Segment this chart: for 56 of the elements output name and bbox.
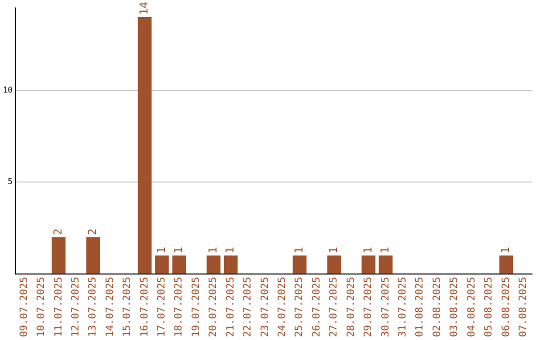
y-tick-label: 5 [8, 177, 13, 186]
x-tick-label: 24.07.2025 [277, 276, 288, 338]
x-tick-label: 02.08.2025 [432, 276, 443, 338]
bar [206, 255, 220, 274]
data-label: 1 [361, 246, 374, 254]
bar [155, 255, 169, 274]
x-tick-label: 21.07.2025 [225, 276, 236, 338]
x-tick-label: 14.07.2025 [104, 276, 116, 338]
bar [52, 237, 66, 274]
x-tick-label: 30.07.2025 [380, 276, 392, 338]
data-label: 14 [138, 1, 151, 15]
x-tick-label: 19.07.2025 [190, 276, 202, 338]
x-tick-label: 04.08.2025 [466, 276, 478, 338]
bar [378, 255, 393, 274]
x-tick-label: 23.07.2025 [260, 276, 271, 338]
x-tick-label: 03.08.2025 [449, 276, 460, 338]
bar [224, 255, 238, 274]
x-tick-label: 07.08.2025 [518, 276, 529, 338]
data-label: 1 [326, 246, 340, 254]
x-tick-label: 31.07.2025 [398, 276, 408, 338]
bar [138, 16, 152, 274]
x-tick-label: 25.07.2025 [294, 276, 306, 338]
x-tick-label: 16.07.2025 [139, 276, 150, 338]
x-tick-label: 17.07.2025 [156, 276, 168, 338]
data-label: 1 [378, 246, 392, 254]
data-label: 1 [154, 246, 168, 254]
data-label: 1 [206, 246, 220, 254]
x-tick-label: 05.08.2025 [484, 276, 495, 338]
x-tick-label: 12.07.2025 [70, 276, 82, 338]
x-tick-label: 09.07.2025 [18, 276, 30, 338]
x-tick-label: 15.07.2025 [122, 276, 134, 338]
data-label: 2 [52, 228, 65, 236]
x-tick-label: 22.07.2025 [242, 276, 254, 338]
x-tick-label: 26.07.2025 [311, 276, 322, 338]
bar [499, 255, 514, 274]
x-tick-label: 18.07.2025 [174, 276, 185, 338]
data-label: 1 [172, 246, 186, 254]
x-tick-label: 29.07.2025 [363, 276, 374, 338]
x-tick-label: 06.08.2025 [500, 276, 512, 338]
data-label: 1 [292, 246, 306, 254]
data-label: 1 [499, 246, 512, 254]
data-label: 2 [86, 228, 99, 236]
bar [172, 255, 186, 274]
bar [327, 255, 341, 274]
x-tick-label: 13.07.2025 [88, 276, 99, 338]
bar [86, 237, 100, 274]
bar [362, 255, 376, 274]
x-tick-label: 10.07.2025 [36, 276, 48, 338]
x-tick-label: 01.08.2025 [414, 276, 426, 338]
bar [292, 255, 307, 274]
y-tick-label: 10 [2, 85, 13, 94]
data-label: 1 [224, 246, 237, 254]
x-tick-label: 27.07.2025 [328, 276, 340, 338]
x-tick-label: 28.07.2025 [346, 276, 357, 338]
x-tick-label: 11.07.2025 [53, 276, 64, 338]
x-tick-label: 20.07.2025 [208, 276, 220, 338]
